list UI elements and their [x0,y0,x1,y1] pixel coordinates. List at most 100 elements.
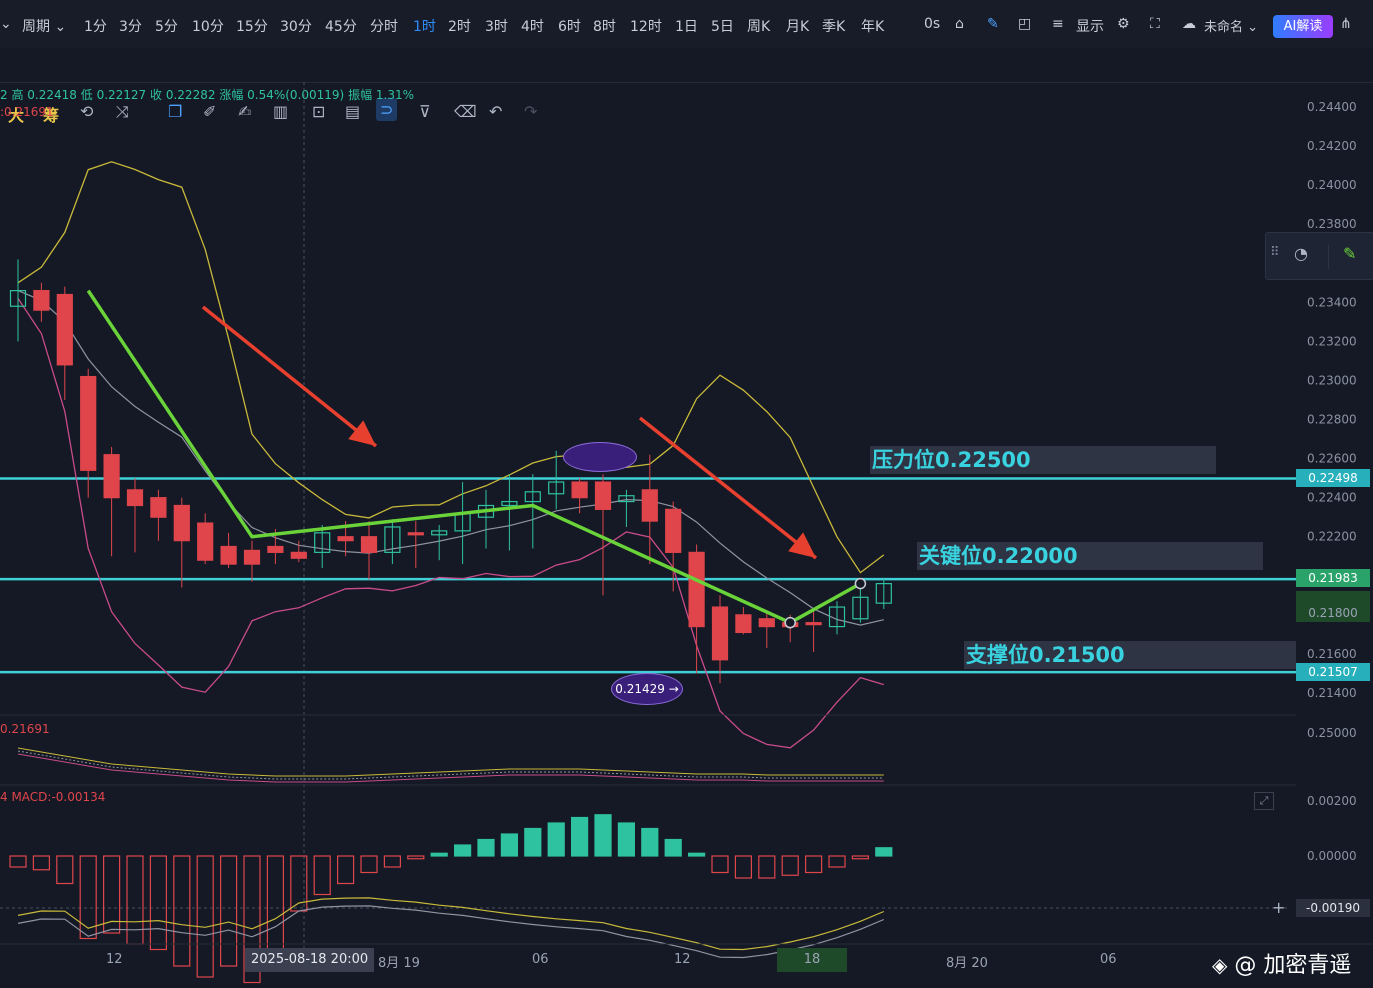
interval-tab-7[interactable]: 分时 [370,19,398,35]
candle-body [103,454,120,499]
chart-canvas[interactable]: 0.244000.242000.240000.238000.236000.234… [0,82,1373,988]
macd-bar [641,827,659,857]
y-tick-label: 0.23000 [1307,373,1357,387]
layout-name-menu[interactable]: 未命名 ⌄ [1204,20,1259,35]
binance-logo-icon: ◈ [1212,953,1228,977]
y-tick-label: 0.21400 [1307,686,1357,700]
ohlc-high: 高 0.22418 [11,88,77,102]
interval-tab-0[interactable]: 1分 [84,19,107,35]
macd-bar [570,816,589,857]
current-low-price-tag: 0.21800 [1296,591,1370,622]
candle-body [9,290,27,307]
y-tick-label: 0.23800 [1307,217,1357,231]
pencil-icon[interactable]: ✐ [203,102,217,121]
candle-body [80,375,97,471]
interval-tab-2[interactable]: 5分 [155,19,178,35]
interval-tab-9[interactable]: 2时 [448,19,471,35]
redo-icon[interactable]: ↷ [524,102,538,121]
sub-ma3-line [17,750,884,780]
macd-bar [875,847,893,857]
draw-active-icon[interactable]: ✎ [1343,244,1357,263]
candle-body [243,549,261,565]
interval-tab-14[interactable]: 12时 [630,19,662,35]
interval-tab-19[interactable]: 季K [822,19,846,35]
big-order-button[interactable]: 大 [8,106,25,125]
interval-tab-3[interactable]: 10分 [192,19,224,35]
ohlc-low: 低 0.22127 [80,88,147,102]
macd-bar [617,822,636,857]
draw-pen-icon[interactable]: ✎ [987,16,999,32]
interval-tab-1[interactable]: 3分 [119,19,142,35]
interval-tab-11[interactable]: 4时 [521,19,544,35]
macd-dif-line [17,897,885,951]
share-icon[interactable]: ⋔ [1340,16,1352,32]
y-tick-label: 0.23200 [1307,334,1357,348]
compare-icon[interactable]: ⟲ [80,102,94,121]
interval-tab-16[interactable]: 5日 [711,19,734,35]
interval-tab-10[interactable]: 3时 [485,19,508,35]
interval-tab-4[interactable]: 15分 [236,19,268,35]
candle-body [688,551,705,628]
ai-interpret-button[interactable]: AI解读 [1273,15,1333,38]
collapse-chevron-icon[interactable]: ⌄ [0,16,12,32]
copy-icon[interactable]: ❐ [168,102,183,121]
y-tick-label: 0.22400 [1307,491,1357,505]
macd-bar [851,855,870,860]
expand-panel-icon[interactable]: ⤢ [1254,792,1274,810]
macd-bar [243,855,261,984]
list-icon[interactable]: ≡ [1052,16,1064,32]
magnet-tool-icon[interactable]: ◔ [1294,244,1308,263]
macd-dea-line [17,905,885,959]
candle-body [711,606,729,661]
macd-bar [220,855,238,967]
macd-bar [102,855,121,934]
drawing-toolbar: 大 筹 ⟲ ⤨ ❐ ✐ ✍ ▥ ⊡ ▤ ⊃ ⊽ ⌫ ↶ ↷ [0,48,1373,125]
cloud-icon[interactable]: ☁ [1182,16,1196,32]
candle-body [665,508,682,553]
support-label: 支撑位0.21500 [964,641,1296,669]
candle-style-icon[interactable]: ▥ [273,102,289,121]
trash-icon[interactable]: ⌫ [454,102,477,121]
countdown: 0s [924,16,941,32]
macd-bar [407,855,425,860]
x-label: 12 [674,952,691,967]
boll-lower-line [17,298,884,749]
indicator-icon[interactable]: ⤨ [116,102,129,121]
interval-tab-15[interactable]: 1日 [675,19,698,35]
crosshair-plus-icon[interactable]: + [1272,898,1286,917]
trend-line [86,289,862,625]
interval-tab-5[interactable]: 30分 [280,19,312,35]
vol-value: 0.21691 [0,722,50,736]
magnet-icon[interactable]: ⊃ [376,98,398,121]
interval-tab-13[interactable]: 8时 [593,19,616,35]
x-label: 8月 20 [946,956,988,971]
sub-ma-line [17,747,884,777]
interval-tab-8[interactable]: 1时 [413,19,436,35]
template-icon[interactable]: ▤ [345,102,361,121]
interval-tab-18[interactable]: 月K [786,19,810,35]
interval-tab-17[interactable]: 周K [747,19,771,35]
y-tick-label: 0.24400 [1307,100,1357,114]
fullscreen-icon[interactable]: ⛶ [1150,16,1160,32]
brush-icon[interactable]: ✍ [238,102,252,121]
settings-gear-icon[interactable]: ⚙ [1117,16,1130,32]
camera-icon[interactable]: ⌂ [955,16,964,32]
down-arrow-left-shaft [201,305,378,448]
macd-bar [266,855,284,956]
ohlc-change: 涨幅 0.54%(0.00119) [219,88,345,102]
display-menu[interactable]: 显示 [1076,19,1104,35]
lock-icon[interactable]: ⊡ [312,102,326,121]
period-menu[interactable]: 周期 ⌄ [22,19,67,35]
interval-tab-6[interactable]: 45分 [325,19,357,35]
drag-handle-icon[interactable]: ⠿ [1270,245,1280,260]
x-current-label: 18 [777,948,847,972]
right-tool-panel: ⠿ ◔ ✎ [1265,232,1373,280]
interval-tab-12[interactable]: 6时 [558,19,581,35]
filter-icon[interactable]: ⊽ [419,102,431,121]
undo-icon[interactable]: ↶ [489,102,503,121]
chip-distribution-button[interactable]: 筹 [43,106,60,125]
macd-bar [56,855,74,885]
replay-icon[interactable]: ◰ [1018,16,1032,32]
candle-body [267,545,284,553]
interval-tab-20[interactable]: 年K [861,19,885,35]
